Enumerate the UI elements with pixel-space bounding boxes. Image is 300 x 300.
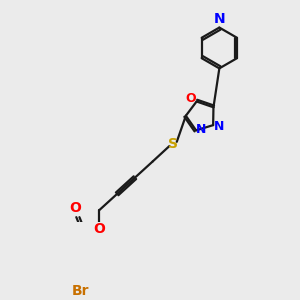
Text: S: S	[168, 137, 178, 151]
Text: O: O	[69, 201, 81, 215]
Text: O: O	[93, 222, 105, 236]
Text: Br: Br	[72, 284, 89, 298]
Text: N: N	[214, 120, 224, 133]
Text: N: N	[196, 122, 206, 136]
Text: O: O	[185, 92, 196, 105]
Text: N: N	[214, 12, 225, 26]
